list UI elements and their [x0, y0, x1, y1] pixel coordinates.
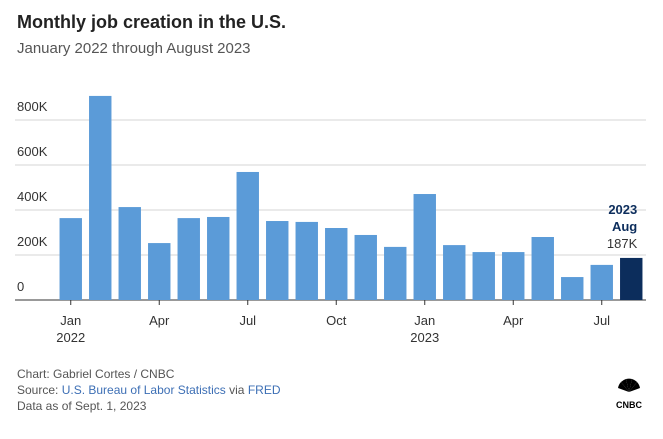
bar [148, 243, 171, 300]
bar [207, 216, 230, 300]
bar [531, 237, 554, 300]
y-tick-label: 800K [17, 99, 48, 114]
bar [177, 218, 200, 300]
y-tick-label: 200K [17, 234, 48, 249]
bar [236, 171, 259, 300]
x-tick-label: Jan 2022 [56, 313, 85, 345]
credit: Chart: Gabriel Cortes / CNBC [17, 367, 175, 381]
y-tick-label: 400K [17, 189, 48, 204]
bar [413, 194, 436, 300]
source: Source: U.S. Bureau of Labor Statistics … [17, 383, 281, 397]
via-link[interactable]: FRED [248, 383, 281, 397]
bar [443, 245, 466, 300]
bar [266, 221, 289, 300]
bar [59, 218, 82, 300]
via: via [229, 383, 245, 397]
bar [118, 207, 141, 300]
x-tick-label: Jul [239, 313, 256, 328]
bar [354, 234, 377, 300]
bar [590, 264, 613, 300]
source-label: Source: [17, 383, 58, 397]
source-link[interactable]: U.S. Bureau of Labor Statistics [62, 383, 226, 397]
bar [620, 257, 643, 300]
bar [502, 252, 525, 300]
logo: CNBC [616, 378, 642, 410]
value-label: 187K [607, 236, 638, 251]
x-tick-label: Oct [326, 313, 347, 328]
x-tick-label: Apr [149, 313, 170, 328]
chart-subtitle: January 2022 through August 2023 [17, 40, 251, 57]
annotation: 2023 Aug [608, 202, 637, 234]
bar [472, 252, 495, 300]
bar [384, 246, 407, 300]
note: Data as of Sept. 1, 2023 [17, 399, 147, 413]
y-tick-label: 600K [17, 144, 48, 159]
bar [295, 221, 318, 300]
logo-text: CNBC [616, 400, 642, 410]
x-tick-label: Apr [503, 313, 524, 328]
chart-title: Monthly job creation in the U.S. [17, 12, 286, 32]
x-tick-label: Jan 2023 [410, 313, 439, 345]
bar [89, 95, 112, 300]
x-tick-label: Jul [593, 313, 610, 328]
bar [325, 228, 348, 300]
bar [561, 277, 584, 300]
y-tick-label: 0 [17, 279, 24, 294]
